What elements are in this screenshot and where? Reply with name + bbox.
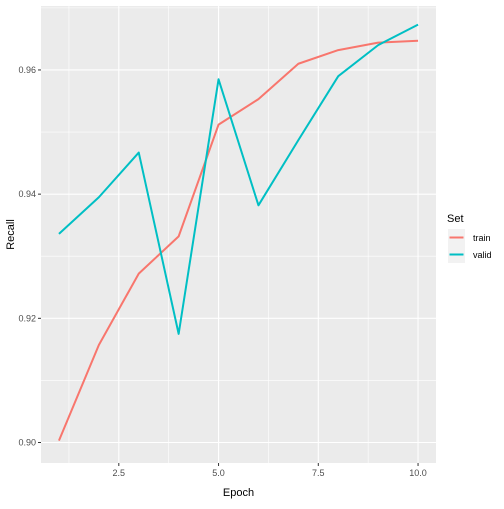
x-tick-label: 2.5 bbox=[113, 468, 126, 478]
y-tick-label: 0.96 bbox=[18, 65, 36, 75]
series-line-valid bbox=[58, 23, 419, 335]
major-gridlines bbox=[41, 6, 436, 463]
x-tick-label: 5.0 bbox=[212, 468, 225, 478]
legend: Set train valid bbox=[447, 213, 492, 263]
minor-gridlines bbox=[41, 6, 436, 463]
y-axis-title: Recall bbox=[5, 219, 17, 250]
legend-label-valid: valid bbox=[473, 250, 492, 260]
x-axis-ticks: 2.5 5.0 7.5 10.0 bbox=[113, 463, 427, 478]
y-tick-label: 0.90 bbox=[18, 438, 36, 448]
series-lines bbox=[58, 23, 419, 442]
x-tick-label: 7.5 bbox=[312, 468, 325, 478]
legend-label-train: train bbox=[473, 233, 491, 243]
series-line-train bbox=[58, 39, 419, 442]
legend-title: Set bbox=[447, 213, 464, 225]
plot-panel bbox=[41, 6, 436, 463]
x-axis-title: Epoch bbox=[223, 487, 254, 499]
y-tick-label: 0.94 bbox=[18, 189, 36, 199]
y-tick-label: 0.92 bbox=[18, 313, 36, 323]
x-tick-label: 10.0 bbox=[409, 468, 427, 478]
y-axis-ticks: 0.90 0.92 0.94 0.96 bbox=[18, 65, 41, 448]
